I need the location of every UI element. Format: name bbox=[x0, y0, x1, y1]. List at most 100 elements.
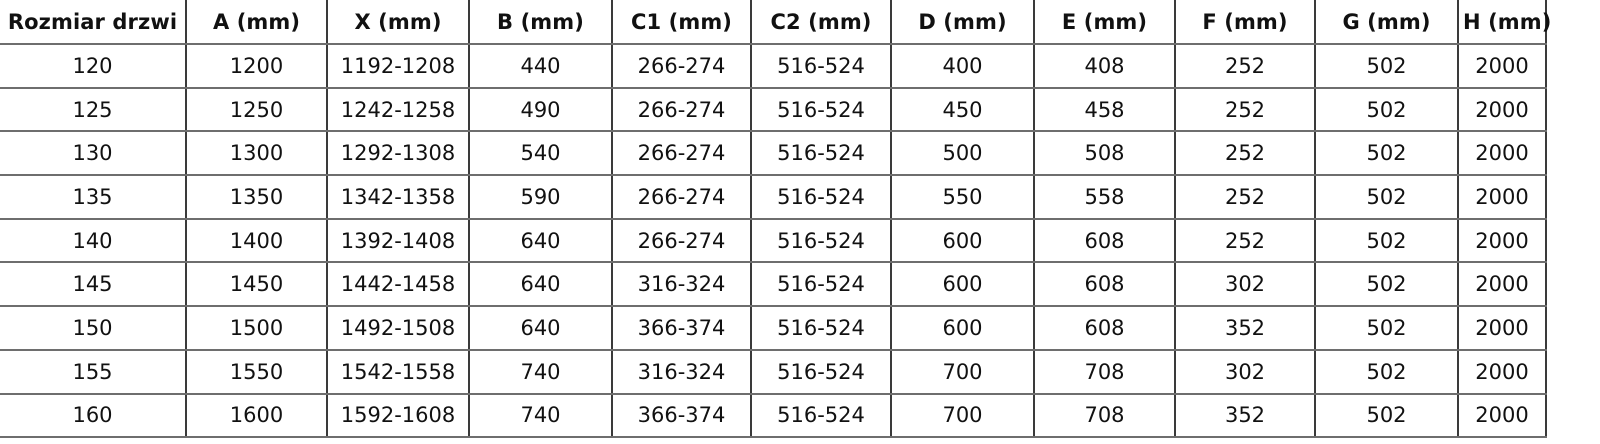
cell-value: 516-524 bbox=[751, 175, 892, 220]
column-header-2: X (mm) bbox=[327, 0, 470, 45]
cell-door-size: 135 bbox=[0, 175, 187, 220]
cell-value: 502 bbox=[1315, 44, 1459, 89]
cell-value: 2000 bbox=[1458, 349, 1547, 395]
table-row: 125 1250 1242-1258 490 266-274 516-524 450 458 2… bbox=[0, 87, 1547, 133]
cell-value: 502 bbox=[1315, 218, 1459, 264]
cell-value: 252 bbox=[1175, 218, 1316, 264]
cell-value: 502 bbox=[1315, 262, 1459, 308]
table-row: 160 1600 1592-1608 740 366-374 516-524 700 708 3… bbox=[0, 393, 1547, 439]
cell-value: 500 bbox=[891, 131, 1035, 177]
cell-door-size: 160 bbox=[0, 393, 187, 439]
cell-value: 1600 bbox=[186, 393, 328, 439]
cell-value: 1192-1208 bbox=[327, 44, 470, 89]
cell-value: 2000 bbox=[1458, 306, 1547, 351]
cell-value: 502 bbox=[1315, 175, 1459, 220]
cell-door-size: 145 bbox=[0, 262, 187, 308]
column-header-8: F (mm) bbox=[1175, 0, 1316, 45]
cell-value: 2000 bbox=[1458, 131, 1547, 177]
cell-value: 1542-1558 bbox=[327, 349, 470, 395]
cell-value: 550 bbox=[891, 175, 1035, 220]
cell-value: 1250 bbox=[186, 87, 328, 133]
column-header-1: A (mm) bbox=[186, 0, 328, 45]
cell-value: 590 bbox=[469, 175, 613, 220]
cell-value: 700 bbox=[891, 393, 1035, 439]
cell-value: 540 bbox=[469, 131, 613, 177]
cell-value: 252 bbox=[1175, 175, 1316, 220]
table-row: 135 1350 1342-1358 590 266-274 516-524 550 558 2… bbox=[0, 175, 1547, 220]
cell-value: 266-274 bbox=[612, 131, 752, 177]
cell-door-size: 140 bbox=[0, 218, 187, 264]
cell-value: 1492-1508 bbox=[327, 306, 470, 351]
cell-value: 1292-1308 bbox=[327, 131, 470, 177]
cell-value: 608 bbox=[1034, 306, 1176, 351]
cell-value: 608 bbox=[1034, 262, 1176, 308]
column-header-4: C1 (mm) bbox=[612, 0, 752, 45]
cell-value: 2000 bbox=[1458, 87, 1547, 133]
column-header-0: Rozmiar drzwi bbox=[0, 0, 187, 45]
cell-value: 1450 bbox=[186, 262, 328, 308]
cell-value: 266-274 bbox=[612, 175, 752, 220]
column-header-9: G (mm) bbox=[1315, 0, 1459, 45]
cell-value: 400 bbox=[891, 44, 1035, 89]
cell-value: 516-524 bbox=[751, 131, 892, 177]
cell-value: 502 bbox=[1315, 349, 1459, 395]
table-header-row: Rozmiar drzwi A (mm) X (mm) B (mm) C1 (mm) C2… bbox=[0, 0, 1551, 45]
cell-value: 516-524 bbox=[751, 349, 892, 395]
cell-value: 252 bbox=[1175, 44, 1316, 89]
cell-value: 2000 bbox=[1458, 44, 1547, 89]
cell-value: 502 bbox=[1315, 87, 1459, 133]
table-header: Rozmiar drzwi A (mm) X (mm) B (mm) C1 (mm) C2… bbox=[0, 0, 1551, 45]
cell-value: 440 bbox=[469, 44, 613, 89]
cell-value: 302 bbox=[1175, 349, 1316, 395]
cell-value: 450 bbox=[891, 87, 1035, 133]
column-header-10: H (mm) bbox=[1458, 0, 1551, 45]
cell-value: 1342-1358 bbox=[327, 175, 470, 220]
column-header-5: C2 (mm) bbox=[751, 0, 892, 45]
cell-value: 1350 bbox=[186, 175, 328, 220]
cell-value: 600 bbox=[891, 262, 1035, 308]
cell-value: 1200 bbox=[186, 44, 328, 89]
cell-value: 1400 bbox=[186, 218, 328, 264]
cell-value: 640 bbox=[469, 262, 613, 308]
table-row: 145 1450 1442-1458 640 316-324 516-524 600 608 3… bbox=[0, 262, 1547, 308]
cell-door-size: 130 bbox=[0, 131, 187, 177]
cell-value: 2000 bbox=[1458, 262, 1547, 308]
table-row: 155 1550 1542-1558 740 316-324 516-524 700 708 3… bbox=[0, 349, 1547, 395]
cell-value: 608 bbox=[1034, 218, 1176, 264]
table-row: 130 1300 1292-1308 540 266-274 516-524 500 508 2… bbox=[0, 131, 1547, 177]
cell-value: 508 bbox=[1034, 131, 1176, 177]
table-row: 120 1200 1192-1208 440 266-274 516-524 400 408 2… bbox=[0, 44, 1547, 89]
cell-door-size: 125 bbox=[0, 87, 187, 133]
cell-value: 502 bbox=[1315, 393, 1459, 439]
cell-value: 502 bbox=[1315, 306, 1459, 351]
cell-value: 2000 bbox=[1458, 218, 1547, 264]
cell-value: 366-374 bbox=[612, 306, 752, 351]
cell-value: 1242-1258 bbox=[327, 87, 470, 133]
cell-value: 516-524 bbox=[751, 218, 892, 264]
column-header-6: D (mm) bbox=[891, 0, 1035, 45]
cell-value: 640 bbox=[469, 218, 613, 264]
cell-value: 2000 bbox=[1458, 175, 1547, 220]
cell-value: 490 bbox=[469, 87, 613, 133]
cell-value: 352 bbox=[1175, 306, 1316, 351]
cell-value: 266-274 bbox=[612, 44, 752, 89]
cell-value: 600 bbox=[891, 218, 1035, 264]
column-header-7: E (mm) bbox=[1034, 0, 1176, 45]
table-row: 150 1500 1492-1508 640 366-374 516-524 600 608 3… bbox=[0, 306, 1547, 351]
cell-value: 316-324 bbox=[612, 349, 752, 395]
cell-value: 2000 bbox=[1458, 393, 1547, 439]
cell-value: 352 bbox=[1175, 393, 1316, 439]
cell-value: 740 bbox=[469, 393, 613, 439]
cell-value: 1500 bbox=[186, 306, 328, 351]
cell-value: 458 bbox=[1034, 87, 1176, 133]
door-size-specification-table: Rozmiar drzwi A (mm) X (mm) B (mm) C1 (mm) C2… bbox=[0, 0, 1551, 439]
cell-value: 502 bbox=[1315, 131, 1459, 177]
cell-value: 640 bbox=[469, 306, 613, 351]
cell-value: 408 bbox=[1034, 44, 1176, 89]
cell-value: 516-524 bbox=[751, 306, 892, 351]
spec-table-container: Rozmiar drzwi A (mm) X (mm) B (mm) C1 (mm) C2… bbox=[0, 0, 1552, 439]
cell-value: 740 bbox=[469, 349, 613, 395]
cell-value: 302 bbox=[1175, 262, 1316, 308]
table-body: 120 1200 1192-1208 440 266-274 516-524 400 408 2… bbox=[0, 44, 1547, 439]
cell-value: 366-374 bbox=[612, 393, 752, 439]
